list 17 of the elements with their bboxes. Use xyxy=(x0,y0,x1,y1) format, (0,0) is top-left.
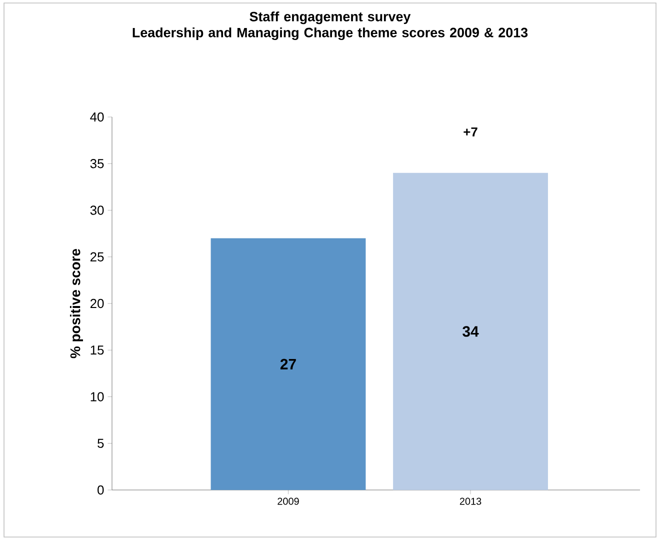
y-tick-label: 25 xyxy=(90,252,104,262)
y-tick-label: 20 xyxy=(90,298,104,308)
y-tick-label: 0 xyxy=(98,485,104,495)
y-tick-label: 40 xyxy=(90,112,104,122)
y-tick-label: 35 xyxy=(90,159,104,168)
data-label: 34 xyxy=(462,326,479,337)
y-axis-title: % positive score xyxy=(70,248,83,358)
y-tick-label: 30 xyxy=(90,206,104,215)
x-tick-label: 2013 xyxy=(460,498,482,505)
annotation: +7 xyxy=(464,127,478,136)
data-label: 27 xyxy=(280,358,296,370)
y-tick-label: 15 xyxy=(90,346,104,355)
x-tick-label: 2009 xyxy=(278,498,299,505)
chart-title: Staff engagement survey xyxy=(250,12,411,24)
y-tick-label: 10 xyxy=(90,392,104,402)
chart-subtitle: Leadership and Managing Change theme scores 2009 & 2013 xyxy=(132,27,528,40)
y-tick-label: 5 xyxy=(98,438,104,448)
